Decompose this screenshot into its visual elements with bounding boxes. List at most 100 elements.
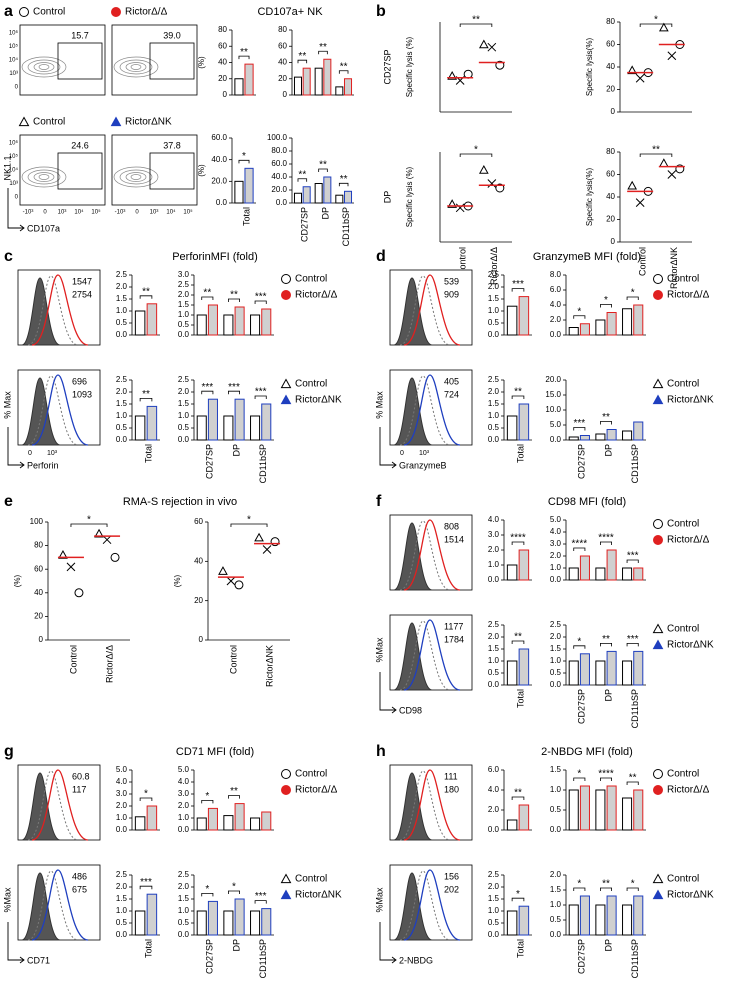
category-label: RictorΔ/Δ [104, 645, 114, 683]
bar [606, 429, 617, 441]
y-tick-label: 0.5 [116, 423, 128, 432]
flow-plot [111, 134, 198, 206]
significance-stars: ** [230, 290, 238, 301]
category-label: Total [515, 689, 525, 708]
data-point [675, 164, 685, 174]
y-tick-label: 2.5 [116, 375, 128, 384]
legend-label: RictorΔ/Δ [667, 785, 710, 796]
data-point [627, 65, 638, 75]
significance-stars: ** [629, 773, 637, 784]
significance-bracket [201, 893, 214, 897]
legend-marker [280, 378, 292, 389]
y-tick-label: 60 [218, 41, 227, 50]
y-tick-label: 0.5 [178, 423, 190, 432]
significance-bracket [201, 390, 214, 395]
y-tick-label: 3.0 [178, 789, 190, 798]
flow-y-label: %Max [374, 637, 384, 663]
significance-stars: *** [627, 634, 639, 645]
category-label: DP [603, 689, 613, 702]
flow-x-tick-label: 10³ [58, 210, 67, 216]
y-tick-label: 0.0 [550, 930, 562, 939]
bar [568, 567, 579, 581]
significance-stars: * [577, 769, 581, 780]
legend-marker [110, 116, 122, 127]
significance-bracket [626, 781, 639, 785]
mfi-control: 156 [444, 871, 459, 881]
mfi-sample: 724 [444, 389, 459, 399]
flow-x-tick-label: 10⁵ [91, 209, 101, 216]
y-tick-label: 0.0 [178, 825, 190, 834]
data-point [478, 39, 489, 49]
y-tick-label: 60 [34, 564, 43, 573]
bar [250, 415, 261, 441]
bar [579, 435, 590, 441]
legend-label: RictorΔ/Δ [667, 290, 710, 301]
panel-label: d [376, 248, 386, 265]
flow-y-tick-label: 10⁴ [9, 167, 19, 174]
bar [302, 186, 311, 204]
y-tick-label: 20 [194, 596, 203, 605]
flow-y-label: %Max [374, 887, 384, 913]
flow-x-tick-label: 10³ [419, 450, 430, 457]
gate-percent: 39.0 [163, 30, 181, 40]
y-tick-label: 1.5 [488, 294, 500, 303]
bar [622, 308, 633, 336]
bar [261, 308, 272, 336]
mfi-control: 405 [444, 376, 459, 386]
y-tick-label: 0.5 [488, 668, 500, 677]
significance-stars: ** [298, 169, 306, 180]
panel-title: GranzymeB MFI (fold) [533, 251, 641, 263]
significance-stars: ** [514, 788, 522, 799]
significance-bracket [600, 643, 612, 647]
significance-bracket [201, 296, 214, 300]
bar [196, 910, 207, 936]
y-axis-label: Specific lysis (%) [405, 166, 414, 227]
significance-stars: * [232, 882, 236, 893]
legend-label: RictorΔNK [667, 395, 714, 406]
contour [125, 62, 147, 72]
y-tick-label: 0.0 [550, 825, 562, 834]
row-label: DP [382, 191, 392, 204]
flow-x-tick-label: 0 [43, 210, 47, 216]
significance-stars: * [474, 145, 478, 156]
gate [149, 152, 195, 190]
y-tick-label: 5.0 [178, 765, 190, 774]
y-tick-label: 0.5 [488, 318, 500, 327]
mfi-control: 808 [444, 521, 459, 531]
bar [323, 58, 332, 96]
significance-stars: ** [340, 61, 348, 72]
histogram-isotype [21, 772, 61, 841]
data-point [455, 203, 465, 213]
y-tick-label: 100 [30, 517, 44, 526]
legend-label: RictorΔNK [295, 395, 342, 406]
flow-x-label: CD107a [27, 223, 60, 233]
legend-label: Control [295, 874, 327, 885]
y-tick-label: 0.0 [116, 930, 128, 939]
bar [261, 908, 272, 936]
mfi-sample: 1514 [444, 534, 464, 544]
significance-bracket [573, 427, 586, 431]
significance-bracket [511, 796, 525, 800]
significance-stars: ** [142, 389, 150, 400]
y-tick-label: 2.0 [550, 870, 562, 879]
y-tick-label: 2.0 [116, 282, 128, 291]
bar [134, 910, 146, 936]
y-tick-label: 0.0 [216, 198, 228, 207]
significance-bracket [600, 541, 612, 545]
y-tick-label: 2.0 [550, 632, 562, 641]
significance-bracket [573, 645, 586, 649]
mfi-control: 111 [444, 771, 458, 781]
bar [234, 898, 245, 936]
legend-label: RictorΔ/Δ [125, 7, 168, 18]
y-tick-label: 40.0 [271, 172, 287, 181]
bar [506, 819, 518, 831]
bar [579, 555, 590, 581]
y-tick-label: 0.0 [116, 330, 128, 339]
data-point [667, 51, 677, 61]
bar [595, 789, 606, 831]
significance-stars: ** [602, 412, 610, 423]
mfi-sample: 909 [444, 289, 459, 299]
data-point [254, 532, 264, 542]
legend-marker [280, 394, 292, 405]
bar [506, 660, 518, 686]
